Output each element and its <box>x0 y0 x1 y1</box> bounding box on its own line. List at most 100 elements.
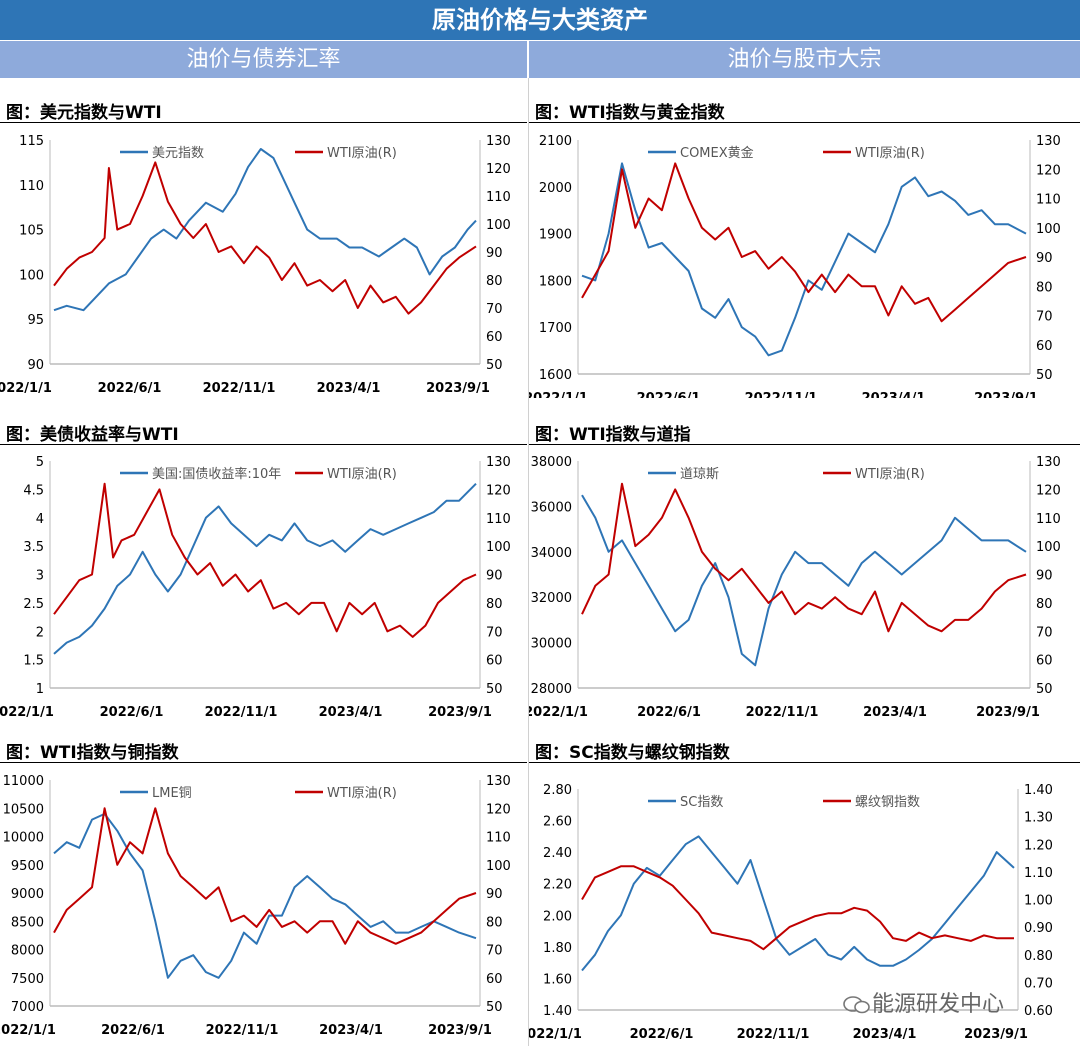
x-tick-label: 2022/1/1 <box>0 705 54 720</box>
x-tick-label: 2022/1/1 <box>529 391 588 398</box>
chart-panel-wti-copper: 图：WTI指数与铜指数 11000 10500 10000 9500 9000 8500 80… <box>0 738 527 1044</box>
x-tick-label: 2023/9/1 <box>426 381 490 396</box>
chart-title: 图：WTI指数与铜指数 <box>6 743 179 763</box>
x-tick-label: 2022/11/1 <box>746 705 819 720</box>
y-right-tick-label: 60 <box>1036 339 1053 354</box>
y-left-tick-label: 1800 <box>539 274 572 289</box>
chart-panel-sc-rebar: 图：SC指数与螺纹钢指数 2.80 2.60 2.40 2.20 2.00 1.80 1.60… <box>529 738 1080 1044</box>
chart-title: 图：美债收益率与WTI <box>6 425 179 445</box>
y-left-tick-label: 2.5 <box>23 597 44 612</box>
chart-plot: 2100 2000 1900 1800 1700 1600 130 120 110 100 90 80… <box>529 134 1061 398</box>
chart-plot: 11000 10500 10000 9500 9000 8500 8000 7500 7000 1… <box>0 774 511 1038</box>
y-left-tick-label: 8500 <box>11 915 44 930</box>
x-tick-label: 2022/1/1 <box>0 381 52 396</box>
legend-label: 道琼斯 <box>680 467 719 482</box>
y-left-tick-label: 90 <box>27 358 44 373</box>
y-left-tick-label: 1.40 <box>543 1004 572 1019</box>
x-tick-label: 2022/11/1 <box>205 705 278 720</box>
x-tick-label: 2022/6/1 <box>101 1023 165 1038</box>
chart-title-underline <box>0 762 527 763</box>
y-left-tick-label: 115 <box>19 134 44 149</box>
series-line-blue <box>581 162 1027 357</box>
chart-title-underline <box>0 122 527 123</box>
x-tick-label: 2022/6/1 <box>630 1027 694 1042</box>
y-left-tick-label: 3.5 <box>23 540 44 555</box>
y-left-tick-label: 2100 <box>539 134 572 149</box>
chart-title: 图：WTI指数与道指 <box>535 425 691 445</box>
y-right-tick-label: 50 <box>486 1000 503 1015</box>
x-tick-label: 2023/4/1 <box>863 705 927 720</box>
series-line-blue <box>581 494 1027 667</box>
y-right-tick-label: 130 <box>486 134 511 149</box>
chart-title: 图：WTI指数与黄金指数 <box>535 103 725 123</box>
y-right-tick-label: 50 <box>1036 682 1053 697</box>
y-right-tick-label: 50 <box>1036 368 1053 383</box>
y-left-tick-label: 8000 <box>11 944 44 959</box>
watermark-text: 能源研发中心 <box>872 992 1005 1017</box>
chart-title-underline <box>0 444 527 445</box>
column-divider <box>528 78 529 1046</box>
x-tick-label: 2023/4/1 <box>317 381 381 396</box>
y-left-tick-label: 1.5 <box>23 654 44 669</box>
y-right-tick-label: 90 <box>1036 569 1053 584</box>
y-left-tick-label: 1.80 <box>543 941 572 956</box>
chart-panel-wti-gold: 图：WTI指数与黄金指数 2100 2000 1900 1800 1700 1600 130 1… <box>529 98 1080 398</box>
section-header-right: 油价与股市大宗 <box>529 41 1080 78</box>
x-tick-label: 2022/1/1 <box>0 1023 56 1038</box>
y-right-tick-label: 90 <box>486 246 503 261</box>
y-right-tick-label: 100 <box>1036 540 1061 555</box>
y-right-tick-label: 80 <box>486 274 503 289</box>
y-right-tick-label: 120 <box>486 162 511 177</box>
chart-title-underline <box>529 444 1080 445</box>
chart-panel-ust-wti: 图：美债收益率与WTI 5 4.5 4 3.5 3 2.5 2 1.5 1 130 120 110 100… <box>0 420 527 720</box>
series-line-blue <box>581 835 1015 972</box>
y-left-tick-label: 1 <box>36 682 44 697</box>
y-right-tick-label: 1.40 <box>1024 783 1053 798</box>
y-right-tick-label: 60 <box>486 330 503 345</box>
chart-plot: 115 110 105 100 95 90 130 120 110 100 90 80 70 60 50 20… <box>0 134 511 396</box>
series-line-red <box>53 482 477 638</box>
legend-label: WTI原油(R) <box>855 146 925 161</box>
chart-title-underline <box>529 762 1080 763</box>
legend-label: LME铜 <box>152 786 192 801</box>
x-tick-label: 2022/6/1 <box>637 391 701 398</box>
y-left-tick-label: 2.40 <box>543 846 572 861</box>
x-tick-label: 2023/4/1 <box>319 705 383 720</box>
y-left-tick-label: 95 <box>27 313 44 328</box>
y-right-tick-label: 120 <box>1036 163 1061 178</box>
x-tick-label: 2022/11/1 <box>745 391 818 398</box>
x-tick-label: 2022/11/1 <box>737 1027 810 1042</box>
y-right-tick-label: 110 <box>486 512 511 527</box>
x-tick-label: 2022/11/1 <box>203 381 276 396</box>
y-right-tick-label: 110 <box>486 831 511 846</box>
y-right-tick-label: 100 <box>486 218 511 233</box>
x-tick-label: 2023/9/1 <box>428 1023 492 1038</box>
y-right-tick-label: 70 <box>1036 625 1053 640</box>
y-left-tick-label: 110 <box>19 179 44 194</box>
y-left-tick-label: 1.60 <box>543 972 572 987</box>
y-left-tick-label: 3 <box>36 569 44 584</box>
chart-plot: 38000 36000 34000 32000 30000 28000 130 120 110 1… <box>529 455 1061 720</box>
x-tick-label: 2023/4/1 <box>319 1023 383 1038</box>
y-left-tick-label: 32000 <box>531 591 572 606</box>
y-left-tick-label: 38000 <box>531 455 572 470</box>
x-tick-label: 2023/4/1 <box>853 1027 917 1042</box>
y-right-tick-label: 0.60 <box>1024 1004 1053 1019</box>
y-right-tick-label: 50 <box>486 682 503 697</box>
y-right-tick-label: 70 <box>486 625 503 640</box>
chart-panel-wti-dow: 图：WTI指数与道指 38000 36000 34000 32000 30000 28000… <box>529 420 1080 720</box>
y-right-tick-label: 60 <box>486 654 503 669</box>
y-right-tick-label: 0.80 <box>1024 949 1053 964</box>
chart-title: 图：SC指数与螺纹钢指数 <box>535 743 730 763</box>
y-right-tick-label: 110 <box>1036 512 1061 527</box>
y-right-tick-label: 80 <box>1036 280 1053 295</box>
series-line-blue <box>53 812 477 979</box>
y-right-tick-label: 100 <box>1036 222 1061 237</box>
y-right-tick-label: 0.70 <box>1024 976 1053 991</box>
y-right-tick-label: 1.30 <box>1024 811 1053 826</box>
legend-label: WTI原油(R) <box>327 786 397 801</box>
y-left-tick-label: 7000 <box>11 1000 44 1015</box>
y-right-tick-label: 80 <box>486 915 503 930</box>
legend-label: 美国:国债收益率:10年 <box>152 466 281 482</box>
y-left-tick-label: 2.20 <box>543 878 572 893</box>
